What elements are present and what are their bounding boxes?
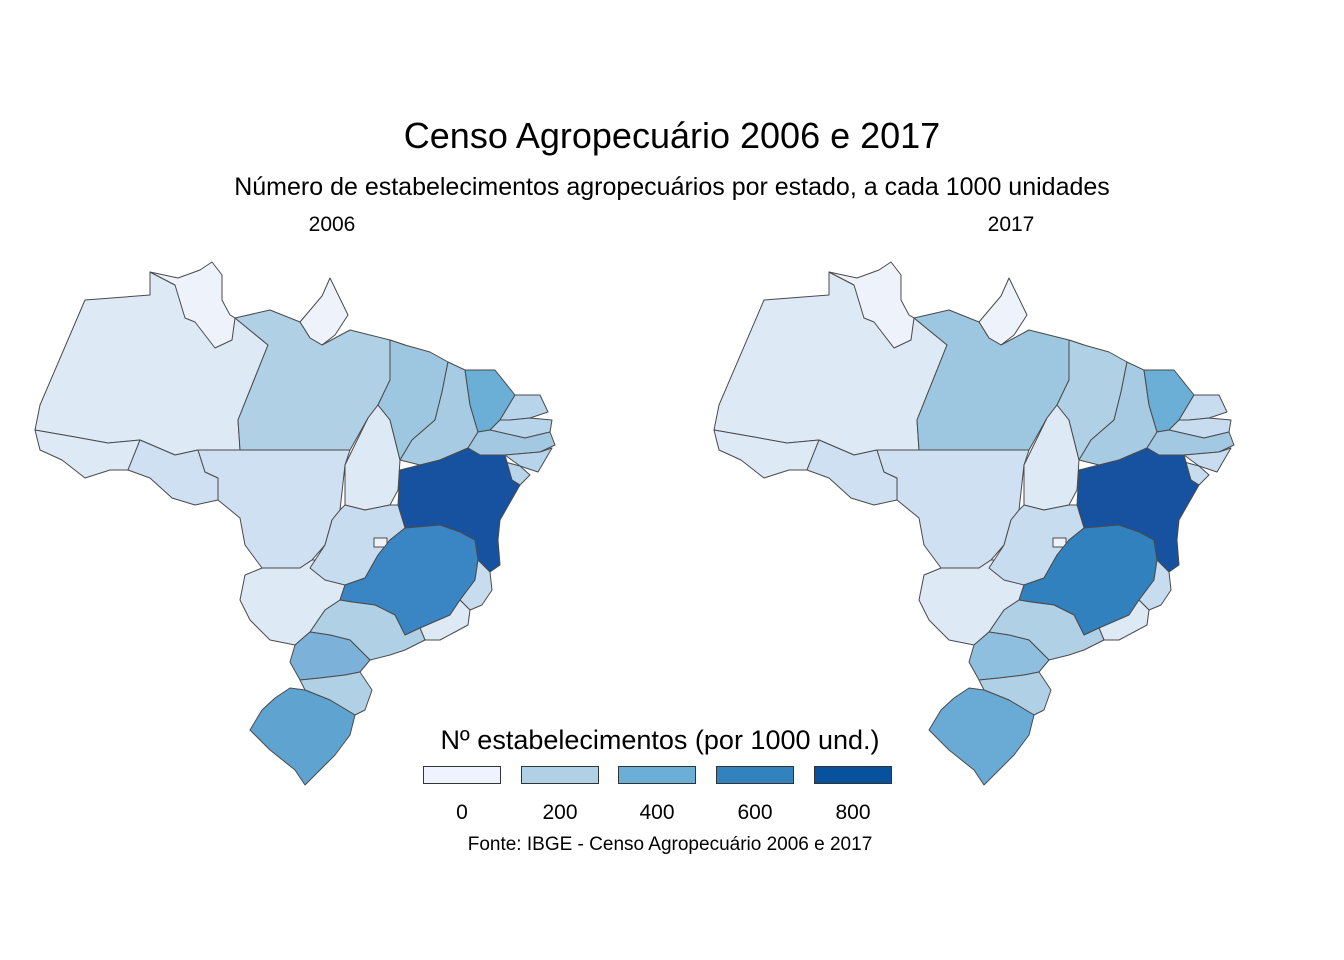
state-am-2017 [713,271,948,456]
state-al-2006 [504,447,553,473]
state-rs-2017 [928,687,1035,786]
state-rr-2006 [149,261,236,349]
state-rj-2017 [1098,599,1150,641]
legend-label-2: 400 [639,801,675,824]
panel-label-2006: 2006 [308,213,356,236]
chart-subtitle: Número de estabelecimentos agropecuários… [234,173,1110,201]
legend-label-1: 200 [542,801,578,824]
legend-label-4: 800 [835,801,871,824]
map-2017 [713,261,1235,786]
panel-label-2017: 2017 [987,213,1035,236]
state-ac-2017 [713,429,820,479]
legend-key-0 [423,766,501,784]
chart-title: Censo Agropecuário 2006 e 2017 [403,115,941,156]
legend-key-3 [716,766,794,784]
legend-key-2 [618,766,696,784]
legend-label-0: 0 [456,801,468,824]
state-ac-2006 [34,429,141,479]
legend-key-4 [814,766,892,784]
state-rr-2017 [828,261,915,349]
state-rs-2006 [249,687,356,786]
legend-label-3: 600 [737,801,773,824]
state-al-2017 [1183,447,1232,473]
state-rj-2006 [419,599,471,641]
legend-key-1 [521,766,599,784]
map-2006 [34,261,556,786]
state-am-2006 [34,271,269,456]
source-note: Fonte: IBGE - Censo Agropecuário 2006 e … [467,834,873,855]
legend-title: Nº estabelecimentos (por 1000 und.) [440,725,880,755]
